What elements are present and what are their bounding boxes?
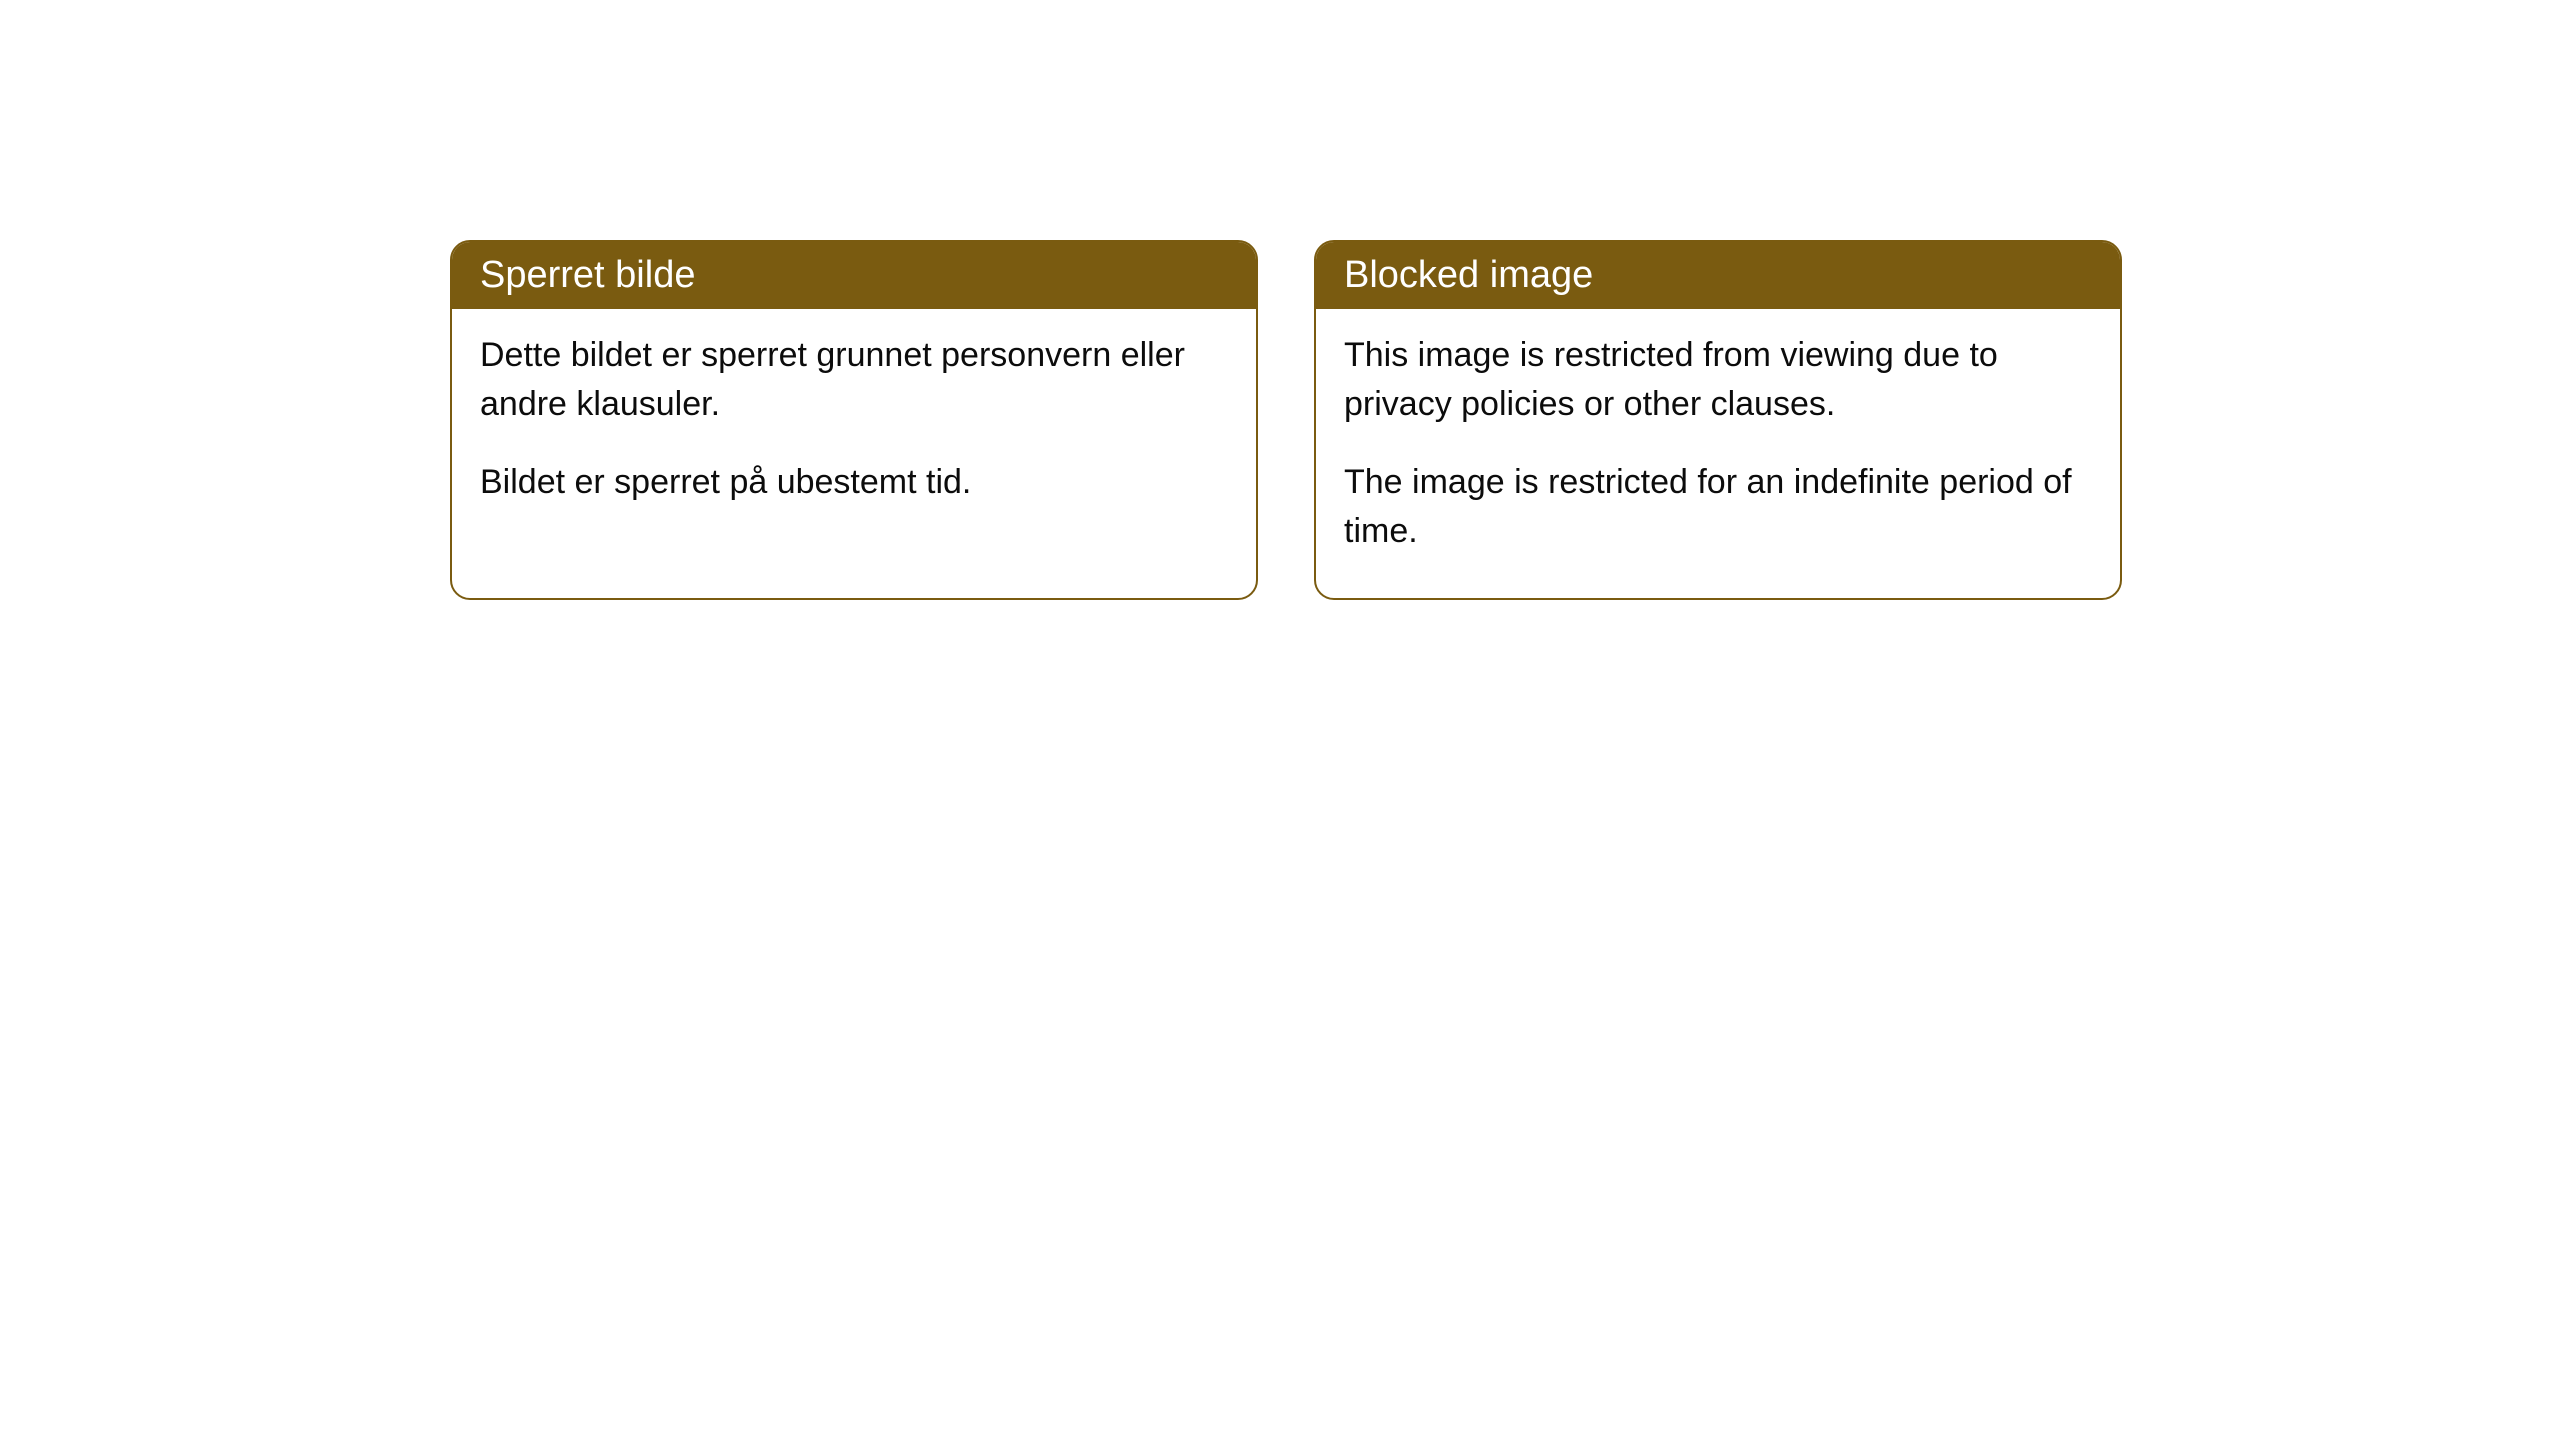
card-title: Blocked image: [1344, 254, 1593, 296]
card-body: Dette bildet er sperret grunnet personve…: [452, 309, 1256, 549]
card-header: Blocked image: [1316, 242, 2120, 309]
card-paragraph: The image is restricted for an indefinit…: [1344, 458, 2092, 557]
card-header: Sperret bilde: [452, 242, 1256, 309]
notice-card-norwegian: Sperret bilde Dette bildet er sperret gr…: [450, 240, 1258, 600]
notice-card-english: Blocked image This image is restricted f…: [1314, 240, 2122, 600]
card-paragraph: Bildet er sperret på ubestemt tid.: [480, 458, 1228, 507]
card-paragraph: This image is restricted from viewing du…: [1344, 331, 2092, 430]
card-title: Sperret bilde: [480, 254, 695, 296]
card-body: This image is restricted from viewing du…: [1316, 309, 2120, 598]
notice-cards-container: Sperret bilde Dette bildet er sperret gr…: [450, 240, 2122, 600]
card-paragraph: Dette bildet er sperret grunnet personve…: [480, 331, 1228, 430]
